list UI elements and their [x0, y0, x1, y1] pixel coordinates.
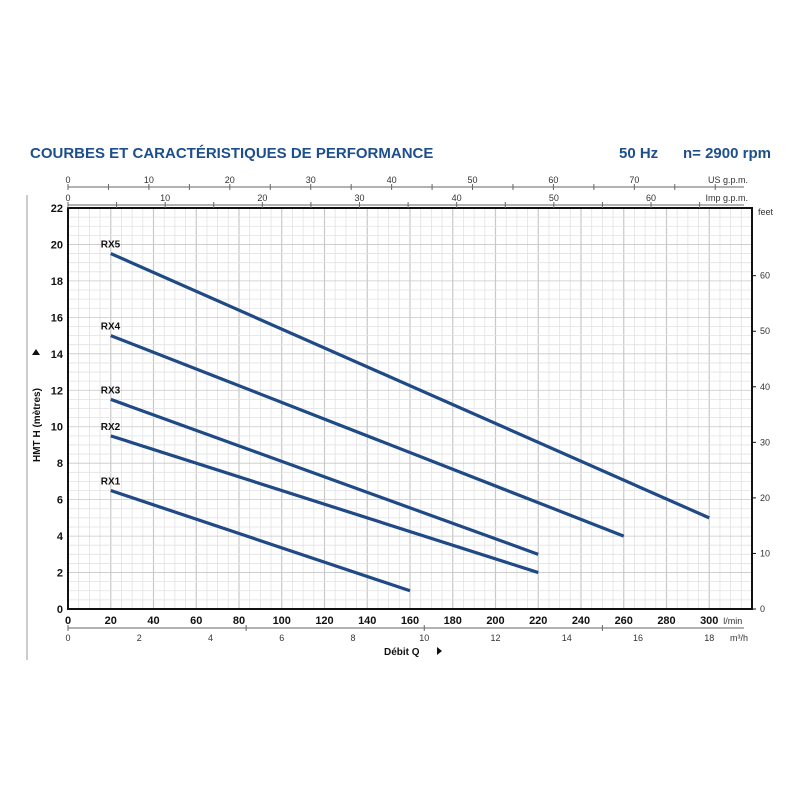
y-tick-label: 22: [51, 203, 63, 215]
imp_gpm-tick-label: 40: [452, 193, 462, 203]
x-axis-label: Débit Q: [384, 647, 420, 658]
imp_gpm-tick-label: 10: [160, 193, 170, 203]
x-tick-label: 200: [486, 615, 504, 627]
imp_gpm-tick-label: 0: [65, 193, 70, 203]
m3h-unit-label: m³/h: [730, 633, 748, 643]
m3h-tick-label: 6: [279, 633, 284, 643]
us_gpm-tick-label: 20: [225, 175, 235, 185]
y-tick-label: 20: [51, 239, 63, 251]
m3h-tick-label: 2: [137, 633, 142, 643]
us_gpm-tick-label: 0: [65, 175, 70, 185]
feet-tick-label: 10: [760, 548, 770, 558]
y-tick-label: 4: [57, 531, 64, 543]
y-tick-label: 6: [57, 495, 63, 507]
m3h-tick-label: 16: [633, 633, 643, 643]
series-group: RX5 RX4 RX3 RX2 RX1: [101, 240, 710, 593]
y-tick-label: 12: [51, 385, 63, 397]
x-tick-label: 260: [615, 615, 633, 627]
series-label-rx2: RX2: [101, 422, 121, 433]
us_gpm-tick-label: 70: [629, 175, 639, 185]
feet-tick-label: 30: [760, 437, 770, 447]
x-unit-label: l/min: [723, 616, 742, 626]
m3h-tick-label: 14: [562, 633, 572, 643]
x-arrow-icon: [437, 647, 442, 655]
imp_gpm-tick-label: 20: [257, 193, 267, 203]
x-tick-label: 100: [273, 615, 291, 627]
imp_gpm-tick-label: 30: [355, 193, 365, 203]
chart-title: COURBES ET CARACTÉRISTIQUES DE PERFORMAN…: [30, 145, 433, 162]
feet-tick-label: 40: [760, 382, 770, 392]
us_gpm-tick-label: 60: [548, 175, 558, 185]
x-tick-label: 140: [358, 615, 376, 627]
series-line-rx4: [110, 334, 625, 538]
y-tick-label: 0: [57, 604, 63, 616]
y-tick-label: 14: [51, 349, 64, 361]
y-tick-label: 2: [57, 568, 63, 580]
x-tick-label: 240: [572, 615, 590, 627]
us_gpm-unit-label: US g.p.m.: [708, 175, 748, 185]
series-label-rx5: RX5: [101, 240, 121, 251]
us_gpm-tick-label: 50: [468, 175, 478, 185]
series-label-rx1: RX1: [101, 477, 121, 488]
us_gpm-tick-label: 30: [306, 175, 316, 185]
series-label-rx3: RX3: [101, 385, 121, 396]
feet-tick-label: 0: [760, 604, 765, 614]
y-tick-label: 10: [51, 422, 63, 434]
x-tick-label: 120: [315, 615, 333, 627]
plot-frame: [67, 207, 753, 610]
imp_gpm-unit-label: Imp g.p.m.: [705, 193, 748, 203]
us_gpm-tick-label: 10: [144, 175, 154, 185]
x-tick-label: 60: [190, 615, 202, 627]
series-line-rx1: [110, 489, 411, 593]
m3h-tick-label: 0: [65, 633, 70, 643]
x-tick-label: 280: [657, 615, 675, 627]
feet-tick-label: 20: [760, 493, 770, 503]
y-tick-label: 18: [51, 276, 63, 288]
m3h-tick-label: 8: [350, 633, 355, 643]
axes: 0 20 40 60 80 100 120 140 160 180 200 220 240 260 280 3…: [51, 175, 774, 643]
x-tick-label: 300: [700, 615, 718, 627]
imp_gpm-tick-label: 50: [549, 193, 559, 203]
series-line-rx5: [110, 252, 710, 520]
m3h-tick-label: 10: [419, 633, 429, 643]
y-axis-label: HMT H (mètres): [32, 388, 43, 462]
x-tick-label: 180: [444, 615, 462, 627]
series-line-rx3: [110, 397, 539, 556]
x-tick-label: 40: [147, 615, 159, 627]
x-tick-label: 0: [65, 615, 71, 627]
feet-unit-label: feet: [758, 207, 774, 217]
m3h-tick-label: 18: [704, 633, 714, 643]
series-label-rx4: RX4: [101, 322, 121, 333]
speed-label: n= 2900 rpm: [683, 145, 771, 162]
x-tick-label: 160: [401, 615, 419, 627]
y-tick-label: 16: [51, 312, 63, 324]
m3h-tick-label: 4: [208, 633, 213, 643]
x-tick-label: 20: [105, 615, 117, 627]
m3h-tick-label: 12: [491, 633, 501, 643]
series-line-rx2: [110, 434, 539, 575]
frequency-label: 50 Hz: [619, 145, 658, 162]
x-tick-label: 220: [529, 615, 547, 627]
us_gpm-tick-label: 40: [387, 175, 397, 185]
grid: [67, 207, 753, 610]
y-arrow-icon: [32, 349, 40, 355]
y-tick-label: 8: [57, 458, 63, 470]
feet-tick-label: 50: [760, 326, 770, 336]
imp_gpm-tick-label: 60: [646, 193, 656, 203]
feet-tick-label: 60: [760, 271, 770, 281]
x-tick-label: 80: [233, 615, 245, 627]
